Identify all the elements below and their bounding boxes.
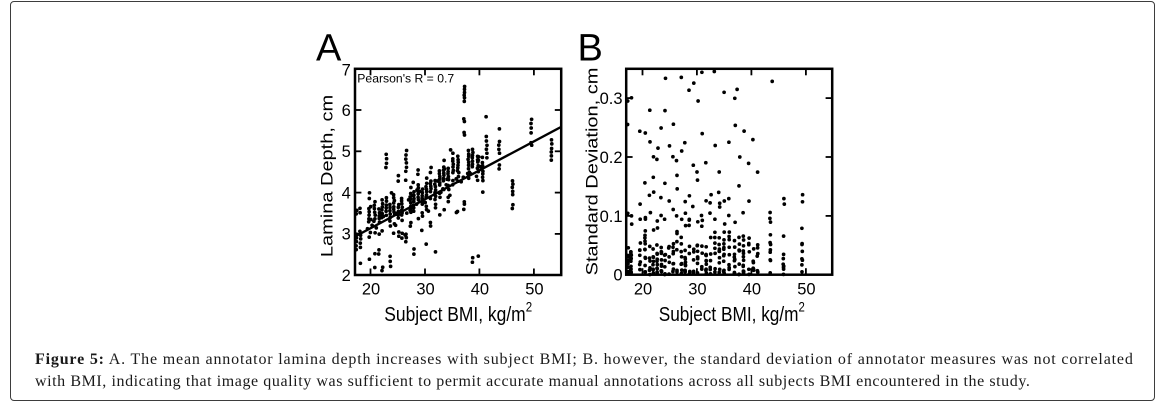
svg-text:0.1: 0.1 [600,208,623,226]
svg-text:Standard Deviation, cm: Standard Deviation, cm [582,68,601,276]
svg-text:A: A [316,28,342,70]
svg-text:2: 2 [342,267,351,285]
svg-text:30: 30 [416,281,434,299]
svg-text:40: 40 [471,281,489,299]
svg-text:5: 5 [342,143,351,161]
svg-text:20: 20 [634,281,652,299]
svg-text:Pearson's R = 0.7: Pearson's R = 0.7 [357,71,454,85]
svg-text:50: 50 [797,281,815,299]
svg-text:Lamina Depth, cm: Lamina Depth, cm [317,95,336,257]
svg-text:3: 3 [342,226,351,244]
svg-text:20: 20 [362,281,380,299]
svg-text:Subject BMI, kg/m2: Subject BMI, kg/m2 [384,299,532,326]
svg-text:Subject BMI, kg/m2: Subject BMI, kg/m2 [659,299,805,326]
svg-text:0.3: 0.3 [600,90,623,108]
svg-text:30: 30 [688,281,706,299]
svg-text:6: 6 [342,102,351,120]
svg-text:0.2: 0.2 [600,149,623,167]
svg-text:0: 0 [613,266,622,284]
svg-text:B: B [578,28,603,70]
svg-text:40: 40 [743,281,761,299]
svg-text:4: 4 [342,184,351,202]
svg-text:50: 50 [525,281,543,299]
svg-text:7: 7 [342,61,351,79]
